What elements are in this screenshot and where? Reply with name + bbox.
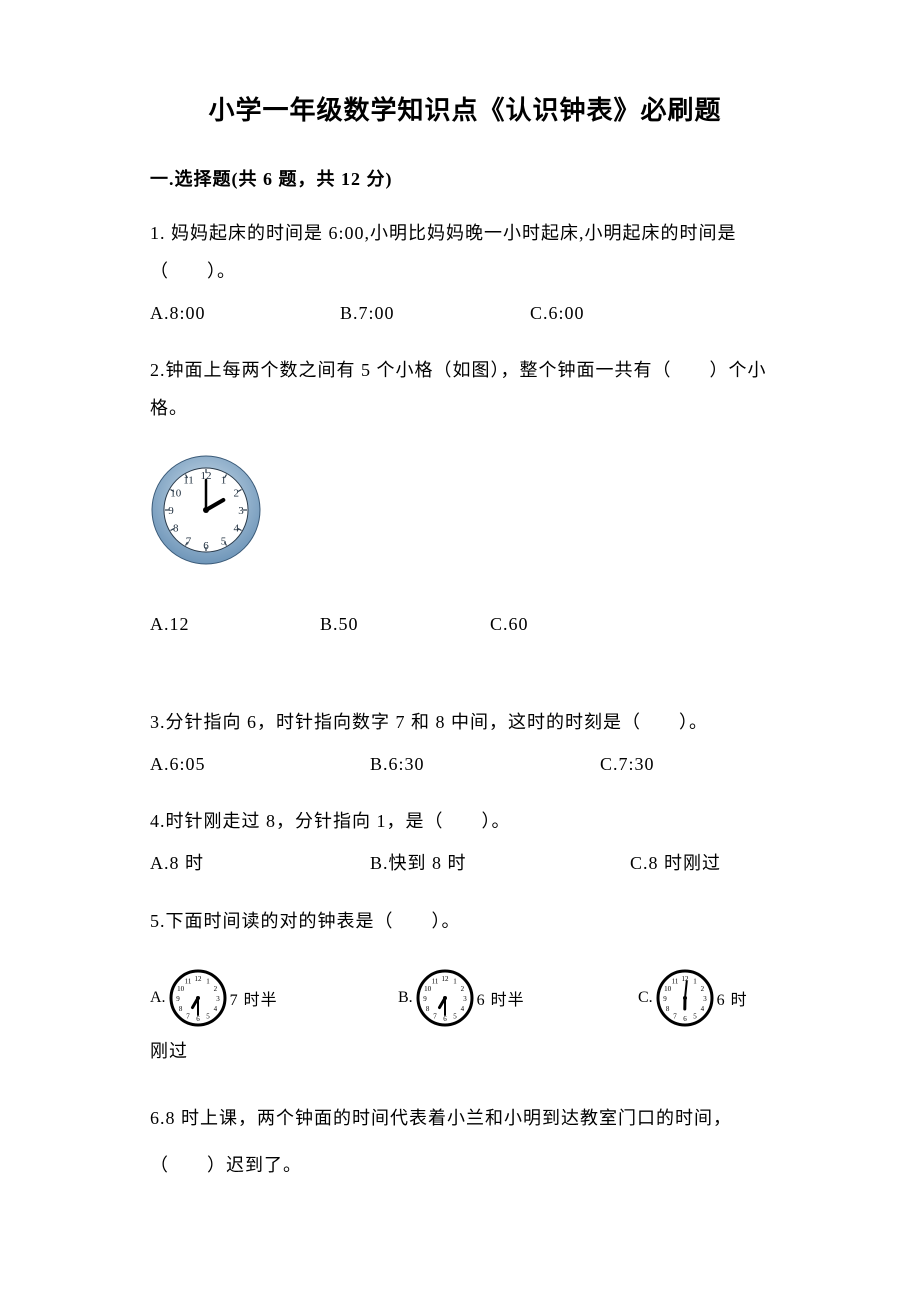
q5-opt-a: A. 123456789101112 7 时半: [150, 969, 398, 1027]
svg-text:9: 9: [176, 995, 180, 1003]
svg-text:8: 8: [666, 1005, 670, 1013]
svg-text:2: 2: [700, 985, 704, 993]
q3-options: A.6:05 B.6:30 C.7:30: [150, 746, 780, 784]
q3-opt-c: C.7:30: [600, 746, 655, 784]
svg-text:1: 1: [206, 977, 210, 985]
q2-opt-b: B.50: [320, 606, 490, 644]
q2-clock: 123456789101112: [150, 454, 262, 566]
q3-text: 3.分针指向 6，时针指向数字 7 和 8 中间，这时的时刻是（ ）。: [150, 704, 780, 742]
svg-text:6: 6: [683, 1015, 687, 1023]
q1-opt-b: B.7:00: [340, 295, 530, 333]
q4-opt-a: A.8 时: [150, 845, 370, 883]
q4-text: 4.时针刚走过 8，分针指向 1，是（ ）。: [150, 803, 780, 841]
q5-c-label: C.: [638, 989, 653, 1007]
svg-text:3: 3: [216, 995, 220, 1003]
clock-icon: 123456789101112: [169, 969, 227, 1027]
q3-opt-a: A.6:05: [150, 746, 370, 784]
question-4: 4.时针刚走过 8，分针指向 1，是（ ）。 A.8 时 B.快到 8 时 C.…: [150, 803, 780, 883]
q1-options: A.8:00 B.7:00 C.6:00: [150, 295, 780, 333]
svg-text:11: 11: [183, 475, 194, 487]
q4-opt-b: B.快到 8 时: [370, 845, 630, 883]
q5-options: A. 123456789101112 7 时半 B. 1234567891011…: [150, 969, 780, 1027]
q6-line1: 6.8 时上课，两个钟面的时间代表着小兰和小明到达教室门口的时间，: [150, 1099, 780, 1139]
q5-c-text: 6 时: [717, 986, 748, 1010]
svg-text:10: 10: [664, 985, 672, 993]
svg-text:9: 9: [168, 505, 174, 517]
svg-text:10: 10: [170, 487, 182, 499]
question-1: 1. 妈妈起床的时间是 6:00,小明比妈妈晚一小时起床,小明起床的时间是（ ）…: [150, 215, 780, 332]
q5-opt-b: B. 123456789101112 6 时半: [398, 969, 638, 1027]
svg-text:8: 8: [178, 1005, 182, 1013]
clock-icon: 123456789101112: [656, 969, 714, 1027]
svg-text:7: 7: [673, 1012, 677, 1020]
svg-text:7: 7: [186, 1012, 190, 1020]
q5-b-label: B.: [398, 989, 413, 1007]
section-header: 一.选择题(共 6 题，共 12 分): [150, 165, 780, 191]
q5-a-label: A.: [150, 989, 166, 1007]
q2-options: A.12 B.50 C.60: [150, 606, 780, 644]
svg-text:10: 10: [424, 985, 432, 993]
svg-text:3: 3: [703, 995, 707, 1003]
q1-opt-c: C.6:00: [530, 295, 585, 333]
svg-text:7: 7: [433, 1012, 437, 1020]
svg-text:11: 11: [184, 977, 191, 985]
svg-text:12: 12: [194, 975, 202, 983]
svg-text:9: 9: [423, 995, 427, 1003]
clock-icon: 123456789101112: [150, 454, 262, 566]
q5-opt-c: C. 123456789101112 6 时: [638, 969, 748, 1027]
svg-text:2: 2: [234, 487, 240, 499]
q5-b-text: 6 时半: [477, 986, 525, 1010]
q4-opt-c: C.8 时刚过: [630, 845, 721, 883]
q5-a-text: 7 时半: [230, 986, 278, 1010]
q4-options: A.8 时 B.快到 8 时 C.8 时刚过: [150, 845, 780, 883]
svg-text:4: 4: [460, 1005, 464, 1013]
svg-text:7: 7: [186, 535, 192, 547]
svg-text:12: 12: [441, 975, 449, 983]
q3-opt-b: B.6:30: [370, 746, 600, 784]
question-5: 5.下面时间读的对的钟表是（ ）。: [150, 903, 780, 941]
svg-text:5: 5: [206, 1012, 210, 1020]
q2-clock-wrap: 123456789101112: [150, 454, 780, 566]
svg-text:3: 3: [463, 995, 467, 1003]
svg-text:1: 1: [693, 977, 697, 985]
svg-text:5: 5: [693, 1012, 697, 1020]
clock-icon: 123456789101112: [416, 969, 474, 1027]
q5-after-text: 刚过: [150, 1033, 780, 1071]
svg-text:1: 1: [453, 977, 457, 985]
q5-text: 5.下面时间读的对的钟表是（ ）。: [150, 903, 780, 941]
svg-text:4: 4: [213, 1005, 217, 1013]
svg-text:11: 11: [431, 977, 438, 985]
svg-text:2: 2: [460, 985, 464, 993]
svg-text:10: 10: [177, 985, 185, 993]
page-title: 小学一年级数学知识点《认识钟表》必刷题: [150, 90, 780, 127]
q2-opt-a: A.12: [150, 606, 320, 644]
q6-line2: （ ）迟到了。: [150, 1146, 780, 1186]
svg-text:12: 12: [681, 975, 689, 983]
svg-text:4: 4: [700, 1005, 704, 1013]
svg-text:6: 6: [196, 1015, 200, 1023]
q2-options-block: A.12 B.50 C.60: [150, 606, 780, 644]
q2-opt-c: C.60: [490, 606, 529, 644]
svg-text:8: 8: [426, 1005, 430, 1013]
question-2: 2.钟面上每两个数之间有 5 个小格（如图），整个钟面一共有（ ）个小格。: [150, 352, 780, 428]
q2-text: 2.钟面上每两个数之间有 5 个小格（如图），整个钟面一共有（ ）个小格。: [150, 352, 780, 428]
svg-text:5: 5: [453, 1012, 457, 1020]
question-6: 6.8 时上课，两个钟面的时间代表着小兰和小明到达教室门口的时间， （ ）迟到了…: [150, 1099, 780, 1186]
svg-text:11: 11: [671, 977, 678, 985]
question-3: 3.分针指向 6，时针指向数字 7 和 8 中间，这时的时刻是（ ）。 A.6:…: [150, 704, 780, 784]
q1-text: 1. 妈妈起床的时间是 6:00,小明比妈妈晚一小时起床,小明起床的时间是（ ）…: [150, 215, 780, 291]
svg-text:2: 2: [213, 985, 217, 993]
svg-text:3: 3: [238, 505, 244, 517]
q1-opt-a: A.8:00: [150, 295, 340, 333]
svg-text:6: 6: [443, 1015, 447, 1023]
svg-text:9: 9: [663, 995, 667, 1003]
